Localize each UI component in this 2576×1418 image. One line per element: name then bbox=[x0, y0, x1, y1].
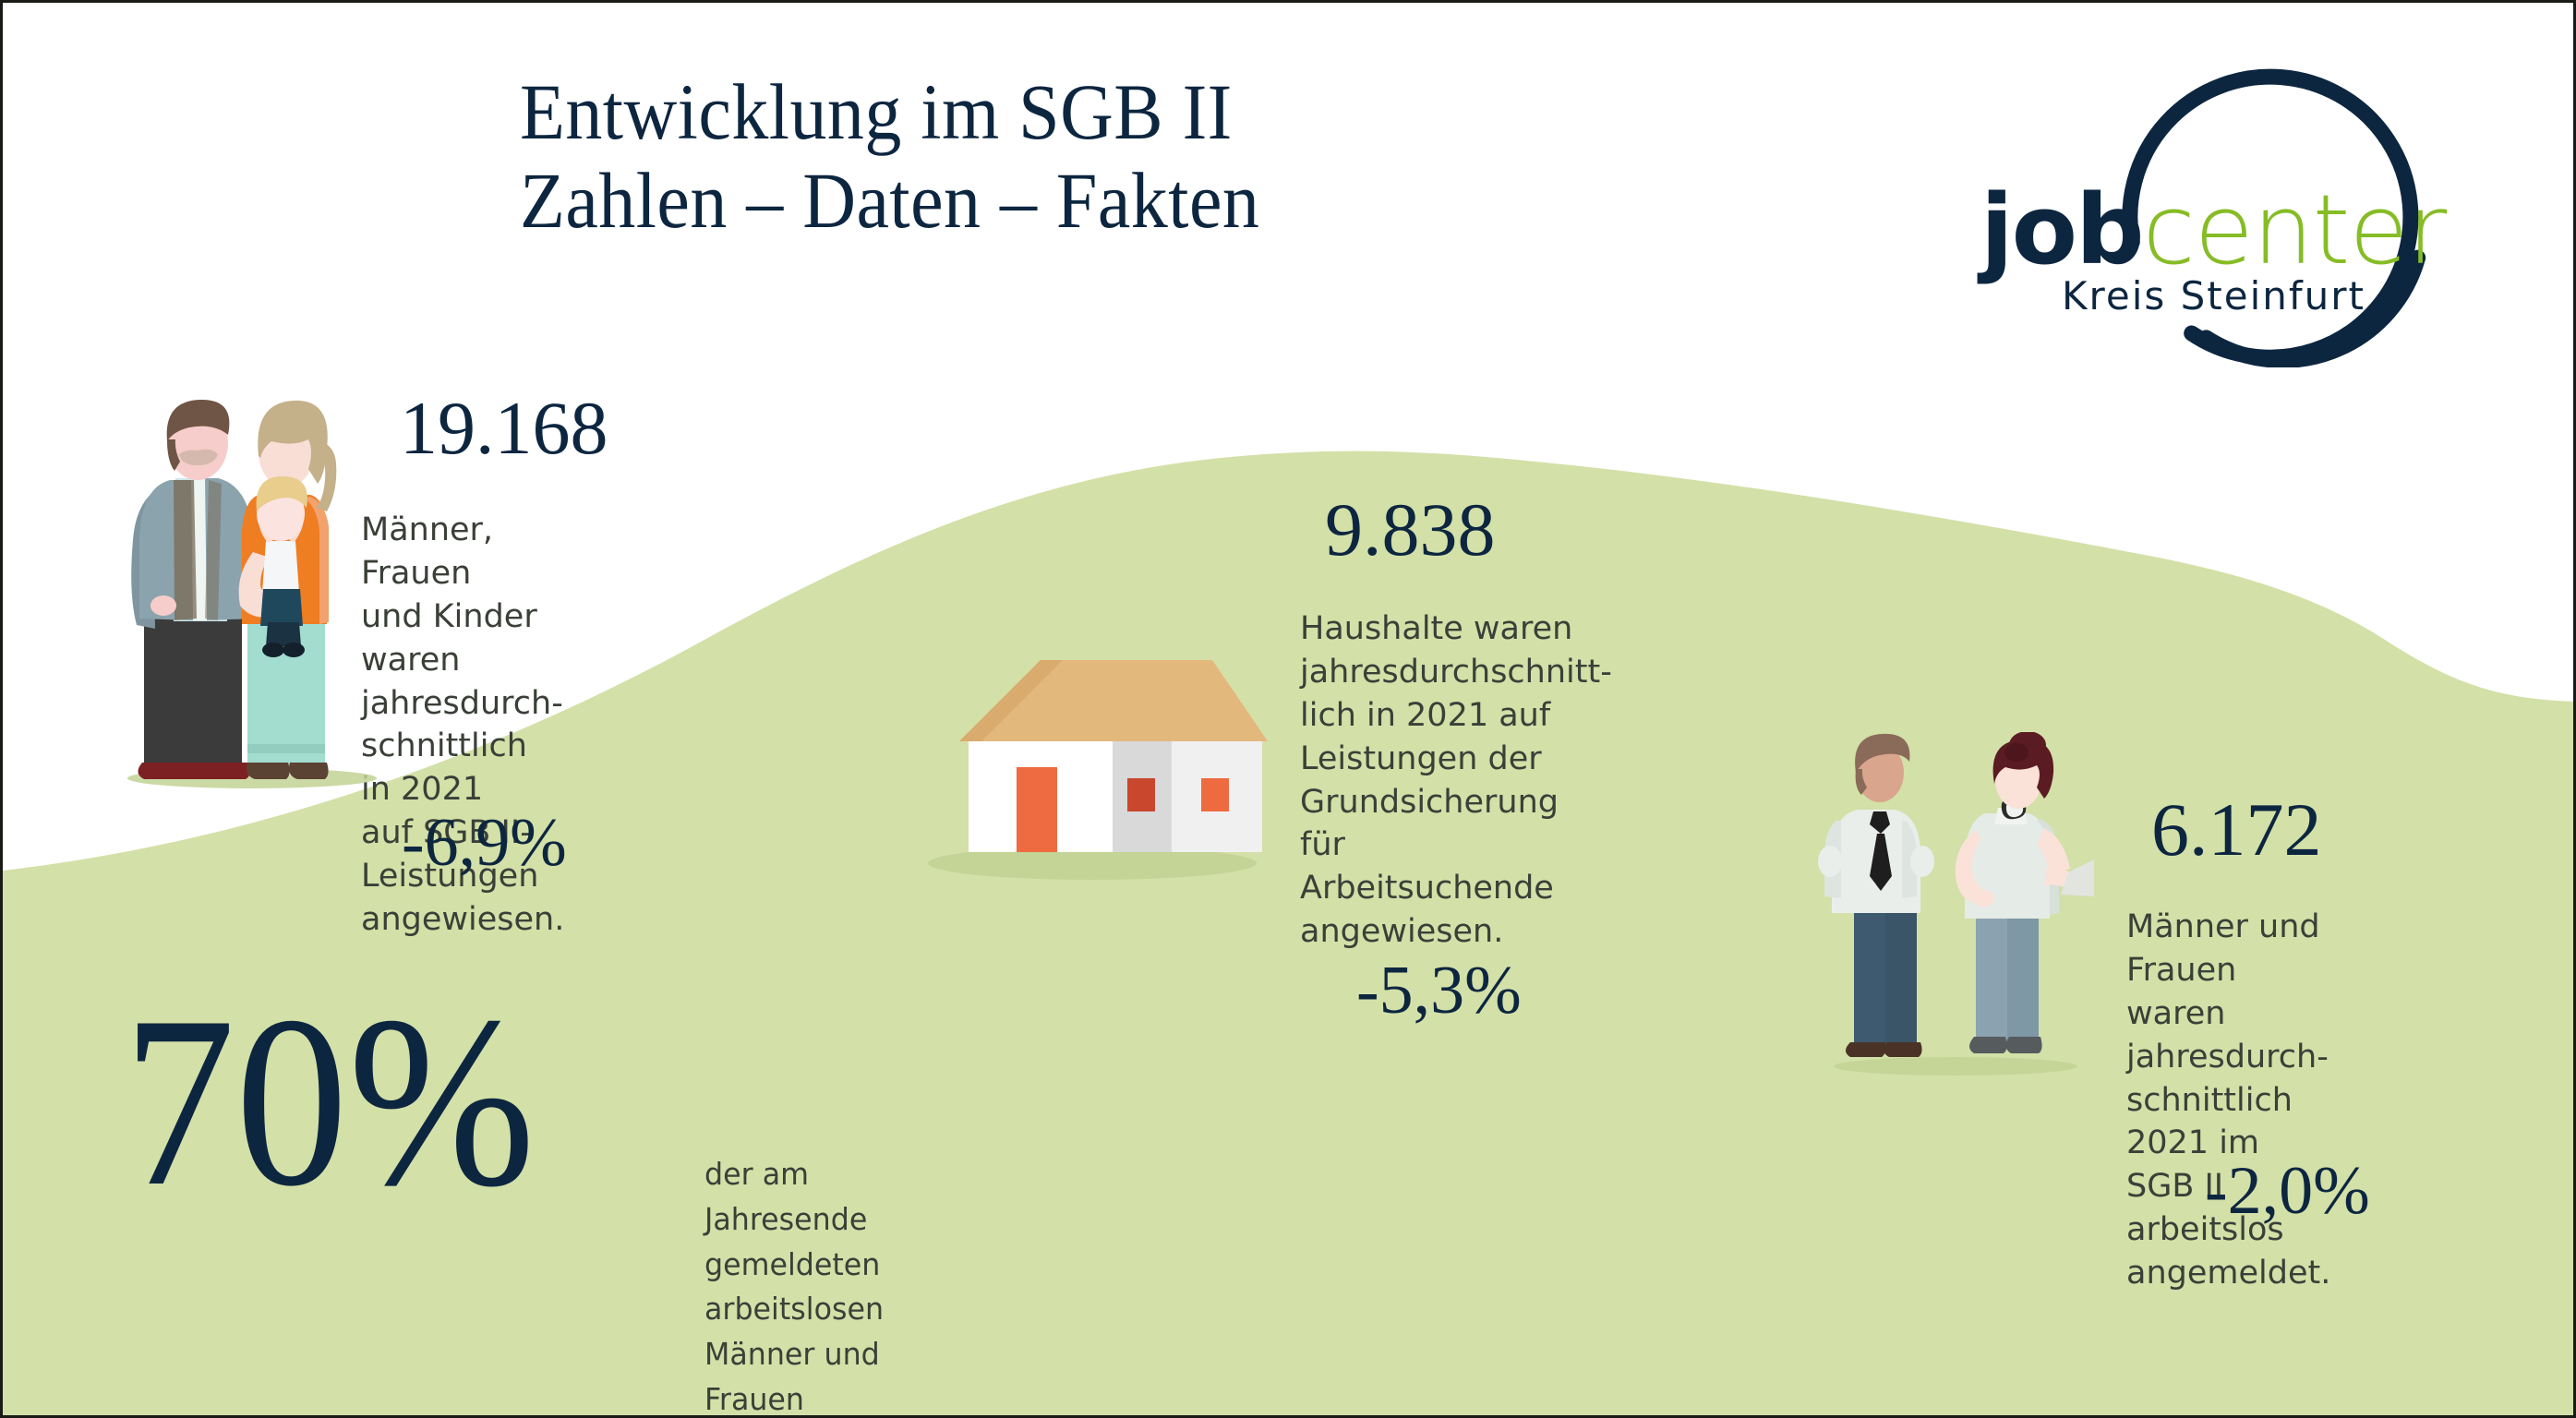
logo-wordmark: jobcenter bbox=[1980, 174, 2448, 286]
logo-job-text: job bbox=[1980, 174, 2145, 286]
family-illustration bbox=[127, 399, 377, 788]
jobless-value: 6.172 bbox=[2151, 787, 2322, 871]
families-value: 19.168 bbox=[400, 386, 608, 470]
two-people-illustration bbox=[1818, 732, 2094, 1076]
households-change: -5,3% bbox=[1356, 953, 1522, 1028]
title-line-2: Zahlen – Daten – Fakten bbox=[520, 156, 1260, 246]
logo-center-text: center bbox=[2142, 174, 2448, 286]
no-qualification-description: der am Jahresende gemeldeten arbeitslose… bbox=[704, 1156, 885, 1418]
logo-ring-icon bbox=[2122, 68, 2426, 367]
households-value: 9.838 bbox=[1325, 487, 1496, 571]
households-description: Haushalte waren jahresdurchschnitt- lich… bbox=[1300, 610, 1612, 951]
title-line-1: Entwicklung im SGB II bbox=[520, 67, 1233, 156]
no-qualification-value: 70% bbox=[123, 967, 536, 1237]
house-illustration bbox=[928, 660, 1268, 880]
logo-subtitle: Kreis Steinfurt bbox=[2062, 273, 2366, 318]
page-title: Entwicklung im SGB II Zahlen – Daten – F… bbox=[520, 67, 1316, 246]
jobless-change: -2,0% bbox=[2205, 1153, 2370, 1229]
jobcenter-logo[interactable]: jobcenter Kreis Steinfurt bbox=[1951, 54, 2486, 367]
jobless-description: Männer und Frauen waren jahresdurch- sch… bbox=[2126, 908, 2331, 1292]
families-change: -6,9% bbox=[402, 805, 567, 881]
